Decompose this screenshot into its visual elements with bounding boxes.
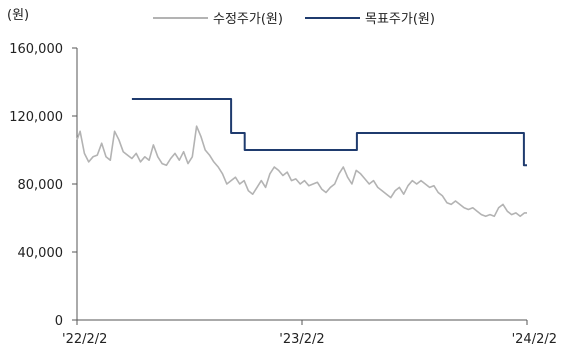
legend-label-price: 수정주가(원) [213,12,283,27]
y-tick-label: 0 [55,314,63,329]
legend: 수정주가(원) 목표주가(원) [153,12,435,27]
y-tick-label: 120,000 [9,110,63,125]
y-tick-label: 80,000 [18,178,64,193]
plot-area [76,98,527,218]
series-line-price [76,125,527,218]
unit-label: (원) [7,8,29,23]
legend-label-target: 목표주가(원) [365,12,435,27]
x-tick-label: '24/2/2 [512,332,557,347]
x-axis-ticks: '22/2/2 '23/2/2 '24/2/2 [62,320,557,347]
y-axis-ticks: 0 40,000 80,000 120,000 160,000 [9,42,77,329]
series-line-target [131,98,527,167]
y-tick-label: 160,000 [9,42,63,57]
x-tick-label: '22/2/2 [62,332,107,347]
x-tick-label: '23/2/2 [279,332,324,347]
y-tick-label: 40,000 [18,246,64,261]
